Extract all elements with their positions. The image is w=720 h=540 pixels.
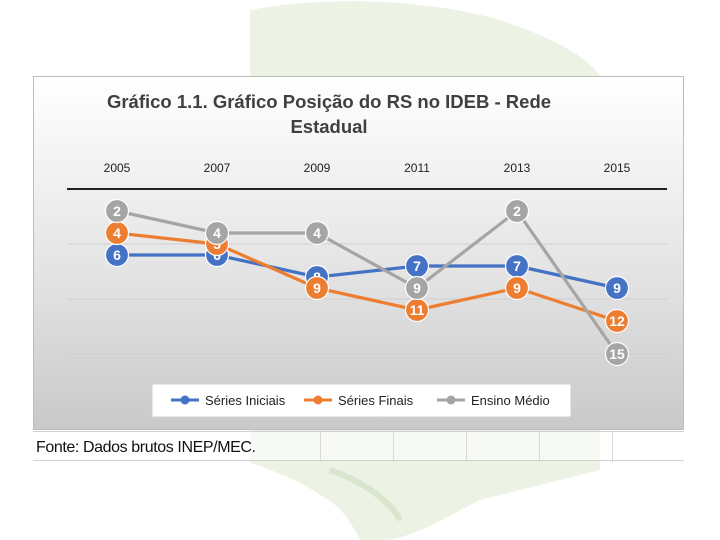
data-label: 2 xyxy=(513,203,521,219)
data-label: 9 xyxy=(613,280,621,296)
data-point xyxy=(204,220,230,246)
series-line xyxy=(116,209,619,355)
data-label: 9 xyxy=(513,280,521,296)
data-label: 15 xyxy=(609,346,625,362)
x-tick-label: 2011 xyxy=(404,161,430,175)
legend-label: Ensino Médio xyxy=(471,393,550,408)
data-label: 4 xyxy=(113,225,121,241)
data-label: 7 xyxy=(513,258,521,274)
legend-label: Séries Finais xyxy=(338,393,414,408)
x-tick-label: 2015 xyxy=(604,161,631,175)
chart-title-line1: Gráfico 1.1. Gráfico Posição do RS no ID… xyxy=(107,91,551,112)
data-point xyxy=(404,275,430,301)
data-label: 6 xyxy=(113,247,121,263)
data-label: 4 xyxy=(313,225,321,241)
chart-panel: Gráfico 1.1. Gráfico Posição do RS no ID… xyxy=(33,76,684,430)
series-line xyxy=(117,253,618,290)
data-label: 9 xyxy=(413,280,421,296)
data-point xyxy=(304,275,330,301)
legend-label: Séries Iniciais xyxy=(205,393,286,408)
data-point xyxy=(504,275,530,301)
data-label: 7 xyxy=(413,258,421,274)
series-line xyxy=(116,231,618,323)
data-label: 9 xyxy=(313,280,321,296)
legend-box xyxy=(151,383,572,418)
x-tick-label: 2005 xyxy=(104,161,131,175)
data-point xyxy=(104,198,130,224)
x-tick-label: 2013 xyxy=(504,161,531,175)
data-point xyxy=(304,220,330,246)
data-label: 4 xyxy=(213,225,221,241)
legend-swatch-marker xyxy=(180,395,190,405)
legend-swatch-marker xyxy=(313,395,323,405)
chart-title-line2: Estadual xyxy=(290,116,367,137)
legend-swatch-marker xyxy=(446,395,456,405)
data-label: 12 xyxy=(609,313,625,329)
source-row: Fonte: Dados brutos INEP/MEC. xyxy=(33,431,684,462)
line-chart: Gráfico 1.1. Gráfico Posição do RS no ID… xyxy=(67,91,667,418)
x-tick-label: 2009 xyxy=(304,161,331,175)
source-caption: Fonte: Dados brutos INEP/MEC. xyxy=(36,439,256,456)
data-label: 2 xyxy=(113,203,121,219)
data-point xyxy=(504,198,530,224)
data-point xyxy=(604,275,630,301)
data-point xyxy=(604,341,630,367)
data-label: 11 xyxy=(410,302,425,318)
data-point xyxy=(604,308,630,334)
x-tick-label: 2007 xyxy=(204,161,231,175)
